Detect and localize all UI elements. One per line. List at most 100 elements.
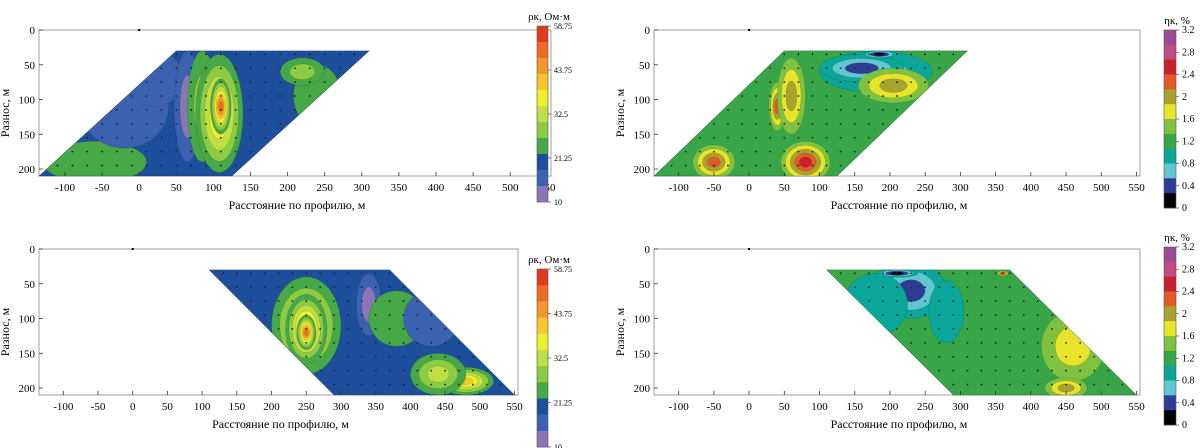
measure-point <box>323 67 326 70</box>
measure-point <box>145 136 148 139</box>
measure-point <box>388 328 391 330</box>
measure-point <box>416 369 419 372</box>
measure-point <box>966 355 969 358</box>
measure-point <box>279 67 282 70</box>
measure-point <box>279 109 282 111</box>
measure-point <box>797 164 800 167</box>
measure-point <box>219 67 222 70</box>
colorbar-swatch <box>1164 247 1176 263</box>
measure-point <box>825 95 828 97</box>
measure-point <box>1079 369 1082 372</box>
measure-point <box>1008 369 1011 372</box>
measure-point <box>347 369 349 372</box>
x-tick-label: 200 <box>882 182 899 194</box>
measure-point <box>277 328 280 330</box>
measure-point <box>938 328 941 330</box>
colorbar-swatch <box>1164 119 1176 135</box>
measure-point <box>333 300 335 303</box>
measure-point <box>952 272 955 275</box>
measure-point <box>130 122 133 125</box>
measure-point <box>853 136 856 139</box>
measure-point <box>416 341 419 344</box>
measure-point <box>769 164 772 167</box>
measure-point <box>347 355 349 358</box>
measure-point <box>264 67 267 70</box>
measure-point <box>1008 300 1011 303</box>
x-tick-label: -50 <box>707 401 722 413</box>
measure-point <box>130 150 133 153</box>
measure-point <box>924 341 927 344</box>
measure-point <box>811 136 814 139</box>
measure-point <box>374 369 377 372</box>
x-tick-label: 0 <box>746 401 752 413</box>
measure-point <box>867 122 870 125</box>
measure-point <box>1065 341 1067 344</box>
measure-point <box>402 369 405 372</box>
colorbar-swatch <box>1164 261 1176 277</box>
measure-point <box>994 341 997 344</box>
measure-point <box>924 67 927 70</box>
measure-point <box>952 369 955 372</box>
measure-point <box>727 150 729 153</box>
measure-point <box>980 314 983 316</box>
x-tick-label: 550 <box>506 401 523 413</box>
colorbar-swatch <box>1164 104 1176 120</box>
measure-point <box>294 53 296 56</box>
measure-point <box>783 81 786 84</box>
x-tick-label: 50 <box>779 401 791 413</box>
measure-point <box>116 150 118 153</box>
measure-point <box>294 109 296 111</box>
measure-point <box>116 136 118 139</box>
measure-point <box>938 314 941 316</box>
measure-point <box>867 286 870 289</box>
colorbar-label: 1.2 <box>1182 353 1195 364</box>
measure-point <box>458 369 460 372</box>
measure-point <box>938 53 941 56</box>
measure-point <box>910 300 912 303</box>
measure-point <box>235 272 238 275</box>
measure-point <box>783 122 786 125</box>
chart-rho-bottom: -100 -50 0 50 100 150 200 250 300 350 400 450 500 550… <box>0 244 572 448</box>
colorbar-label: 2 <box>1182 92 1187 103</box>
measure-point <box>264 95 267 97</box>
measure-point <box>130 109 133 111</box>
colorbar-label: 2.8 <box>1182 47 1195 58</box>
measure-point <box>684 150 687 153</box>
measure-point <box>698 150 701 153</box>
measure-point <box>190 53 193 56</box>
measure-point <box>952 300 955 303</box>
measure-point <box>769 109 772 111</box>
measure-point <box>305 286 308 289</box>
measure-point <box>323 53 326 56</box>
electrode-marker <box>748 248 751 250</box>
x-tick-label: -50 <box>91 401 106 413</box>
measure-point <box>896 328 898 330</box>
measure-point <box>485 383 488 386</box>
colorbar-swatch <box>1164 178 1176 194</box>
measure-point <box>839 109 842 111</box>
measure-point <box>867 67 870 70</box>
measure-point <box>825 150 828 153</box>
measure-point <box>769 122 772 125</box>
measure-point <box>1051 383 1053 386</box>
measure-point <box>160 81 163 84</box>
colorbar-swatch <box>537 74 548 91</box>
measure-point <box>263 272 266 275</box>
y-tick-label: 150 <box>634 348 651 360</box>
measure-point <box>116 109 118 111</box>
x-tick-label: 100 <box>205 182 222 194</box>
colorbar-swatch <box>1164 89 1176 105</box>
measure-point <box>305 328 308 330</box>
colorbar-label: 1.6 <box>1182 114 1195 125</box>
measure-point <box>867 136 870 139</box>
measure-point <box>333 272 335 275</box>
measure-point <box>952 341 955 344</box>
measure-point <box>388 300 391 303</box>
colorbar-swatch <box>537 154 548 171</box>
colorbar-swatch <box>537 366 548 383</box>
measure-point <box>712 136 715 139</box>
anomaly-7-band-3 <box>427 365 450 383</box>
measure-point <box>458 341 460 344</box>
measure-point <box>938 369 941 372</box>
measure-point <box>853 150 856 153</box>
